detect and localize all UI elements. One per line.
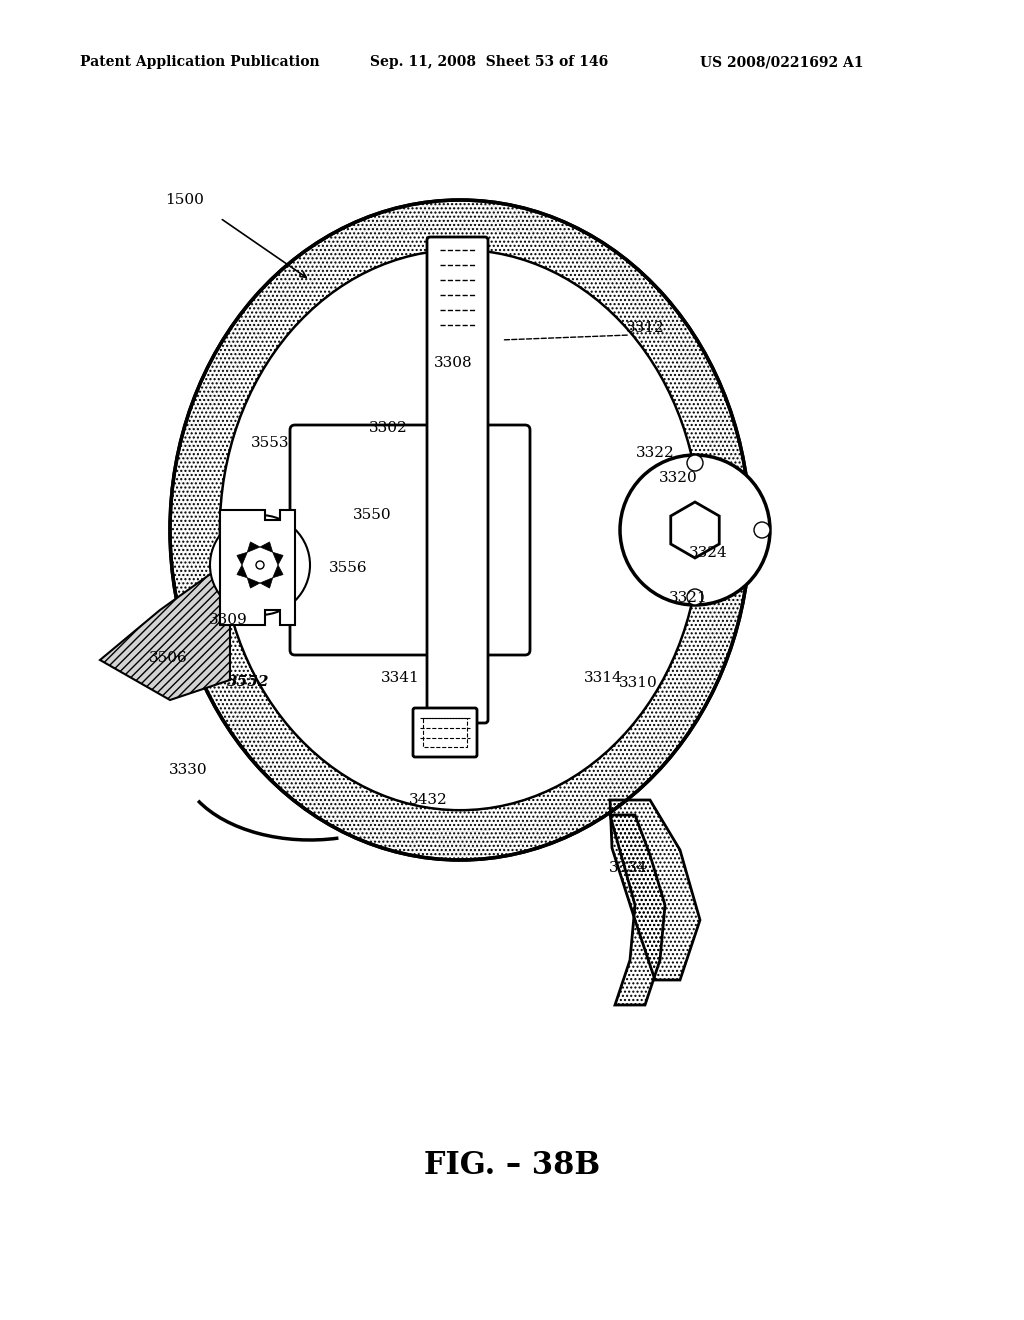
- Polygon shape: [237, 565, 247, 578]
- Text: 3320: 3320: [658, 471, 697, 484]
- Polygon shape: [220, 510, 295, 624]
- Polygon shape: [272, 552, 283, 565]
- Text: 3341: 3341: [381, 671, 420, 685]
- Polygon shape: [247, 543, 260, 552]
- Circle shape: [256, 561, 264, 569]
- Circle shape: [687, 455, 703, 471]
- Text: FIG. – 38B: FIG. – 38B: [424, 1150, 600, 1181]
- Polygon shape: [247, 578, 260, 589]
- Text: 3314: 3314: [584, 671, 623, 685]
- Circle shape: [210, 515, 310, 615]
- Text: 3550: 3550: [352, 508, 391, 521]
- Ellipse shape: [220, 249, 700, 810]
- Text: US 2008/0221692 A1: US 2008/0221692 A1: [700, 55, 863, 69]
- Text: 3302: 3302: [369, 421, 408, 436]
- Text: 3312: 3312: [626, 321, 665, 335]
- Text: Patent Application Publication: Patent Application Publication: [80, 55, 319, 69]
- Text: 3324: 3324: [688, 546, 727, 560]
- Text: 3552: 3552: [226, 675, 269, 689]
- Text: 3321: 3321: [669, 591, 708, 605]
- Text: 3330: 3330: [169, 763, 207, 777]
- Text: 3506: 3506: [148, 651, 187, 665]
- FancyBboxPatch shape: [290, 425, 530, 655]
- FancyBboxPatch shape: [427, 238, 488, 723]
- Circle shape: [620, 455, 770, 605]
- Polygon shape: [100, 560, 230, 700]
- Text: 3432: 3432: [409, 793, 447, 807]
- Polygon shape: [237, 552, 247, 565]
- Text: 1500: 1500: [166, 193, 205, 207]
- FancyBboxPatch shape: [413, 708, 477, 756]
- Text: 3322: 3322: [636, 446, 675, 459]
- Polygon shape: [260, 578, 272, 589]
- Text: 3553: 3553: [251, 436, 289, 450]
- Text: 3556: 3556: [329, 561, 368, 576]
- Polygon shape: [260, 543, 272, 552]
- Text: 3309: 3309: [209, 612, 248, 627]
- Circle shape: [687, 589, 703, 605]
- Polygon shape: [272, 565, 283, 578]
- Circle shape: [754, 521, 770, 539]
- Text: 3310: 3310: [618, 676, 657, 690]
- Text: 3334: 3334: [608, 861, 647, 875]
- Text: 3308: 3308: [434, 356, 472, 370]
- Text: Sep. 11, 2008  Sheet 53 of 146: Sep. 11, 2008 Sheet 53 of 146: [370, 55, 608, 69]
